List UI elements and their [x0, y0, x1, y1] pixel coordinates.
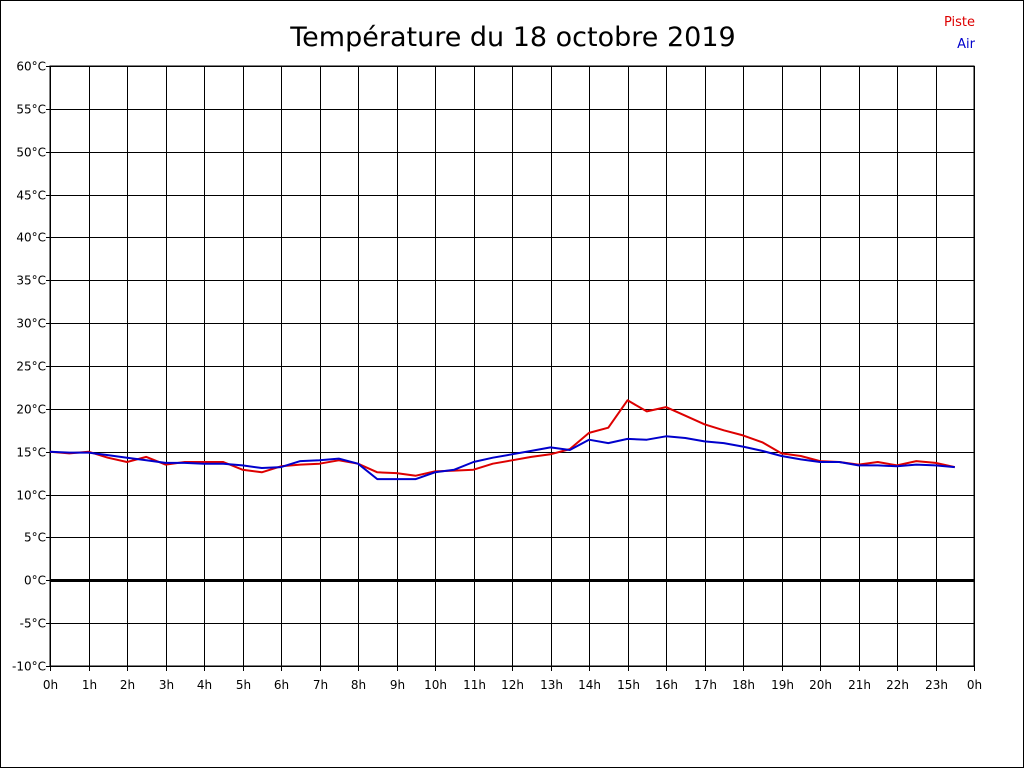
- x-tick-label: 3h: [159, 678, 174, 692]
- chart-title: Température du 18 octobre 2019: [289, 22, 735, 53]
- y-tick-label: 15°C: [16, 446, 46, 460]
- y-tick-label: -5°C: [20, 617, 46, 631]
- y-tick-label: 35°C: [16, 274, 46, 288]
- y-tick-label: 50°C: [16, 146, 46, 160]
- y-tick-label: 5°C: [24, 531, 46, 545]
- x-tick-label: 11h: [463, 678, 486, 692]
- legend-entry-air: Air: [957, 37, 976, 52]
- x-tick-label: 9h: [390, 678, 405, 692]
- y-tick-label: 60°C: [16, 60, 46, 74]
- y-axis-tick-labels: -10°C -5°C 0°C 5°C 10°C 15°C 20°C 25°C 30°C 35°C 4…: [12, 60, 46, 674]
- y-tick-label: 25°C: [16, 360, 46, 374]
- y-tick-label: 30°C: [16, 317, 46, 331]
- x-tick-label: 1h: [82, 678, 97, 692]
- x-tick-label: 15h: [617, 678, 640, 692]
- y-tick-label: 45°C: [16, 189, 46, 203]
- x-tick-label: 5h: [236, 678, 251, 692]
- legend: Piste Air: [944, 15, 976, 52]
- x-tick-label: 18h: [732, 678, 755, 692]
- y-tick-label: 40°C: [16, 231, 46, 245]
- x-tick-label: 16h: [655, 678, 678, 692]
- x-tick-label: 7h: [313, 678, 328, 692]
- y-tick-label: 20°C: [16, 403, 46, 417]
- x-tick-label: 17h: [694, 678, 717, 692]
- x-tick-label: 22h: [886, 678, 909, 692]
- x-axis-tick-labels: 0h 1h 2h 3h 4h 5h 6h 7h 8h 9h 10h 11h 12h 13h 14h 15h 16…: [43, 678, 982, 692]
- x-tick-label: 4h: [197, 678, 212, 692]
- x-tick-label: 0h: [967, 678, 982, 692]
- y-tick-label: 0°C: [24, 574, 46, 588]
- y-tick-label: -10°C: [12, 660, 46, 674]
- x-tick-label: 2h: [120, 678, 135, 692]
- x-tick-label: 23h: [925, 678, 948, 692]
- x-tick-label: 13h: [540, 678, 563, 692]
- grid: [46, 65, 975, 671]
- series-line-air: [49, 435, 955, 481]
- x-tick-label: 19h: [771, 678, 794, 692]
- x-tick-label: 20h: [809, 678, 832, 692]
- x-tick-label: 8h: [351, 678, 366, 692]
- series-layer: [49, 399, 956, 481]
- legend-entry-piste: Piste: [944, 15, 975, 30]
- x-tick-label: 14h: [578, 678, 601, 692]
- x-tick-label: 10h: [424, 678, 447, 692]
- y-tick-label: 10°C: [16, 489, 46, 503]
- x-tick-label: 6h: [274, 678, 289, 692]
- x-tick-label: 0h: [43, 678, 58, 692]
- y-tick-label: 55°C: [16, 103, 46, 117]
- series-line-piste: [49, 399, 956, 477]
- x-tick-label: 21h: [848, 678, 871, 692]
- x-tick-label: 12h: [501, 678, 524, 692]
